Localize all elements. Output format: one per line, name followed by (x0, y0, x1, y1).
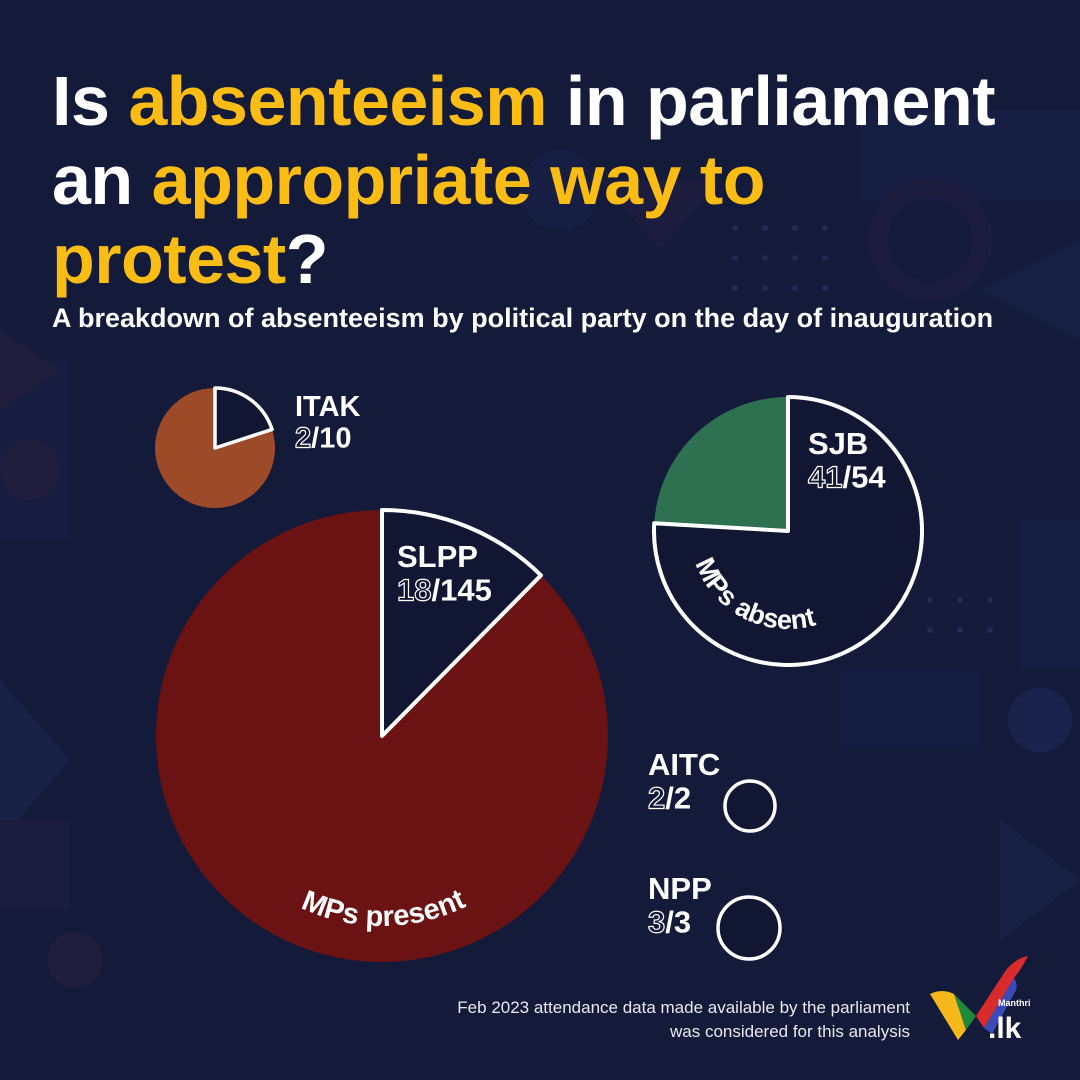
aitc-absent-slice (723, 779, 777, 833)
page-subtitle: A breakdown of absenteeism by political … (52, 303, 994, 333)
npp-total-value: /3 (665, 904, 691, 939)
npp-count-label: 3/3 (648, 904, 691, 939)
slpp-total-value: /145 (431, 572, 491, 607)
itak-absent-slice (213, 386, 274, 450)
npp-absent-value: 3 (648, 904, 665, 939)
sjb-party-label: SJB (808, 426, 868, 461)
npp-absent-slice (716, 895, 782, 961)
aitc-total-value: /2 (665, 780, 691, 815)
title-part-highlight: absenteeism (128, 62, 547, 140)
title-part: in parliament an (52, 62, 996, 219)
itak-absent-value: 2 (295, 422, 311, 454)
title-part: ? (285, 220, 329, 298)
footnote: Feb 2023 attendance data made available … (457, 998, 910, 1041)
aitc-party-label: AITC (648, 747, 720, 782)
itak-party-label: ITAK (295, 391, 361, 423)
title-part: Is (52, 62, 129, 140)
sjb-absent-slice (652, 395, 924, 667)
title-part-highlight: appropriate way to protest (52, 141, 765, 298)
logo-main-text: .lk (988, 1012, 1022, 1045)
logo-small-text: Manthri (998, 998, 1031, 1008)
sjb-present-slice (654, 397, 788, 531)
aitc-count-label: 2/2 (648, 780, 691, 815)
sjb-total-value: /54 (842, 459, 886, 494)
npp-party-label: NPP (648, 871, 712, 906)
slpp-absent-value: 18 (397, 572, 431, 607)
slpp-party-label: SLPP (397, 539, 478, 574)
itak-total-value: /10 (311, 422, 351, 454)
sjb-count-label: 41/54 (808, 459, 886, 494)
sjb-absent-value: 41 (808, 459, 842, 494)
slpp-count-label: 18/145 (397, 572, 492, 607)
aitc-absent-value: 2 (648, 780, 665, 815)
page-title: Is absenteeism in parliament an appropri… (52, 62, 1052, 299)
slpp-absent-slice (380, 508, 543, 738)
itak-count-label: 2/10 (295, 422, 351, 454)
manthri-lk-logo: Manthri .lk (930, 956, 1031, 1045)
